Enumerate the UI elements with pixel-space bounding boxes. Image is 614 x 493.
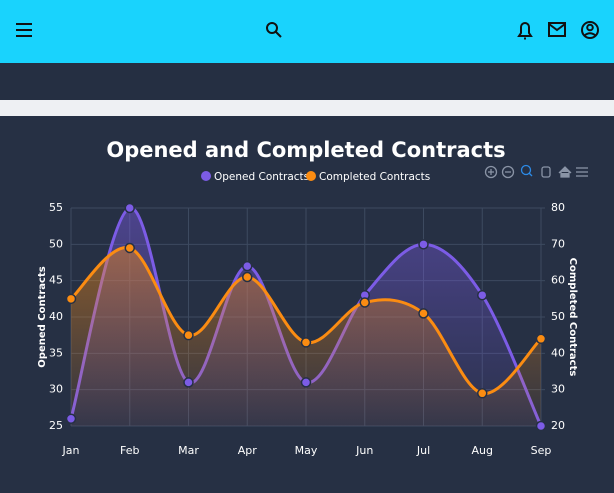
x-tick-label: Jul bbox=[416, 444, 430, 457]
x-tick-label: May bbox=[295, 444, 318, 457]
data-point bbox=[418, 308, 429, 319]
y2-tick-label: 20 bbox=[551, 419, 565, 432]
y2-axis-title: Completed Contracts bbox=[567, 258, 578, 377]
search-icon[interactable] bbox=[266, 22, 282, 38]
menu-icon[interactable] bbox=[16, 23, 32, 37]
y2-tick-label: 50 bbox=[551, 310, 565, 323]
data-point bbox=[183, 329, 194, 341]
y2-tick-label: 70 bbox=[551, 237, 565, 250]
y-tick-label: 40 bbox=[49, 310, 63, 323]
y2-tick-label: 30 bbox=[551, 383, 565, 396]
chart-toolbar[interactable] bbox=[484, 164, 589, 179]
legend-marker bbox=[201, 171, 211, 181]
data-point bbox=[359, 297, 370, 308]
y-tick-label: 25 bbox=[49, 419, 63, 432]
x-tick-label: Mar bbox=[178, 444, 199, 457]
data-point bbox=[535, 333, 547, 345]
legend-label: Opened Contracts bbox=[214, 171, 309, 183]
data-point bbox=[183, 377, 194, 388]
account-icon[interactable] bbox=[581, 21, 599, 39]
y2-tick-label: 60 bbox=[551, 274, 565, 287]
data-point bbox=[124, 242, 135, 254]
data-point bbox=[300, 337, 312, 348]
y-axis-title: Opened Contracts bbox=[37, 266, 48, 367]
data-point bbox=[535, 420, 547, 432]
data-point bbox=[124, 202, 135, 214]
data-point bbox=[477, 289, 488, 301]
x-tick-label: Feb bbox=[120, 444, 139, 457]
data-point bbox=[65, 413, 77, 424]
mail-icon[interactable] bbox=[548, 22, 566, 37]
divider bbox=[0, 100, 614, 116]
data-point bbox=[242, 271, 253, 283]
data-point bbox=[477, 388, 488, 399]
y-tick-label: 45 bbox=[49, 274, 63, 287]
x-tick-label: Sep bbox=[531, 444, 552, 457]
x-tick-label: Jan bbox=[62, 444, 80, 457]
top-bar bbox=[0, 0, 614, 63]
data-point bbox=[242, 260, 253, 272]
y2-tick-label: 80 bbox=[551, 201, 565, 214]
x-tick-label: Aug bbox=[472, 444, 493, 457]
sub-bar bbox=[0, 63, 614, 100]
x-tick-label: Apr bbox=[238, 444, 258, 457]
legend-label: Completed Contracts bbox=[319, 171, 430, 183]
y-tick-label: 35 bbox=[49, 346, 63, 359]
data-point bbox=[65, 293, 77, 305]
y2-tick-label: 40 bbox=[551, 346, 565, 359]
notification-icon[interactable] bbox=[517, 22, 533, 40]
y-tick-label: 50 bbox=[49, 237, 63, 250]
chart-title: Opened and Completed Contracts bbox=[106, 138, 505, 162]
x-tick-label: Jun bbox=[355, 444, 373, 457]
legend-marker bbox=[306, 171, 316, 181]
data-point bbox=[418, 239, 429, 250]
y-tick-label: 55 bbox=[49, 201, 63, 214]
data-point bbox=[300, 377, 312, 388]
y-tick-label: 30 bbox=[49, 383, 63, 396]
